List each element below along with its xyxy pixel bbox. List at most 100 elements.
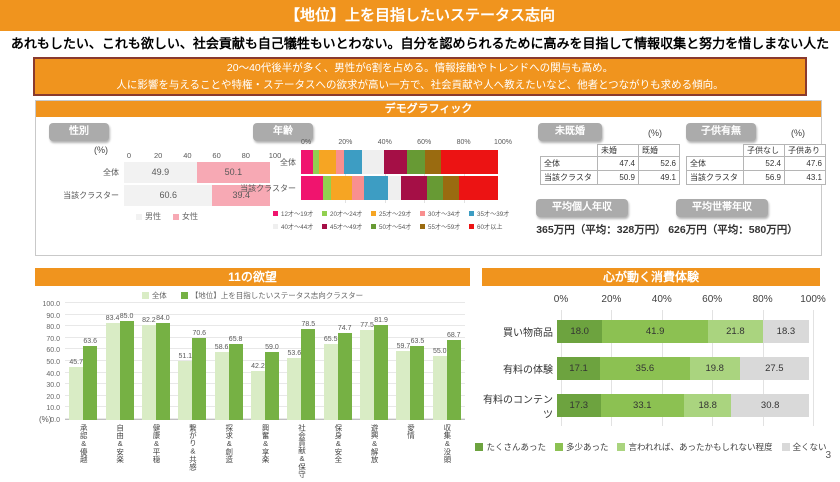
desires-value-label: 53.6	[287, 349, 302, 357]
desires-bar-pair: 82.2 84.0	[141, 304, 170, 420]
age-bar-segment	[336, 150, 345, 174]
desires-category-label: 保身&安全	[333, 424, 343, 463]
desires-bar-slot: 42.2	[250, 304, 265, 420]
personal-income-value: 365万円（平均：328万円）	[536, 224, 666, 236]
desires-legend-label: 【地位】上を目指したいステータス志向クラスター	[190, 291, 364, 300]
desires-gridline	[65, 325, 465, 327]
desires-bar-slot: 59.7	[396, 304, 411, 420]
desires-bar	[119, 321, 134, 420]
age-bar-segment	[301, 176, 323, 200]
gender-row-label: 当該クラスター	[63, 191, 119, 200]
consumption-gridline	[813, 310, 814, 426]
age-bar-segment	[427, 176, 443, 200]
desires-value-label: 81.9	[374, 317, 388, 324]
desires-gridline	[65, 348, 465, 350]
age-bar-row: 全体	[198, 150, 503, 174]
age-bar-segment	[401, 176, 428, 200]
consumption-axis-tick: 100%	[800, 294, 826, 305]
desires-ytick: 70.0	[46, 335, 60, 343]
desires-value-label: 63.6	[83, 338, 97, 346]
desires-bar-slot: 81.9	[374, 304, 389, 420]
desires-value-label: 85.0	[119, 313, 134, 321]
consumption-legend-item: 言われれば、あったかもしれない程度	[617, 441, 773, 453]
desires-value-label: 55.0	[432, 348, 447, 356]
age-legend-label: 20才～24才	[330, 211, 363, 218]
consumption-legend-item: たくさんあった	[475, 441, 546, 453]
age-bar-segment	[312, 150, 319, 174]
desires-plot: 45.7 63.6 承認&優越 83.4 85.0 自由&安楽 82.2 84.0 健康&平穏 5…	[65, 302, 465, 478]
desires-ytick: 40.0	[46, 370, 60, 378]
age-legend-item: 20才～24才	[322, 209, 371, 218]
age-bar-segment	[364, 176, 388, 200]
age-legend-label: 25才～29才	[379, 211, 412, 218]
consumption-bar-row: 有料の体験 17.1 35.6 19.8 27.5	[482, 357, 813, 380]
desires-value-label: 63.5	[410, 338, 425, 346]
gender-legend-label: 女性	[182, 212, 198, 221]
consumption-legend-label: たくさんあった	[486, 442, 546, 452]
desires-value-label: 58.6	[214, 344, 229, 352]
desires-bar	[105, 323, 120, 420]
age-legend-item: 40才～44才	[273, 222, 322, 231]
desires-bar-group: 83.4 85.0 自由&安楽	[101, 304, 137, 482]
desires-bar-slot: 82.2	[141, 304, 156, 420]
personal-income-badge: 平均個人年収	[536, 199, 628, 217]
age-legend-label: 45才～49才	[330, 224, 363, 231]
gender-axis: 0 20 40 60 80 100	[127, 151, 281, 161]
gender-bar-segment: 50.1	[196, 162, 270, 183]
desires-category-label: 社会貢献&保守	[297, 424, 307, 478]
desires-legend-marker	[180, 292, 188, 299]
desires-legend-marker	[141, 292, 149, 299]
desires-bar	[155, 322, 170, 420]
desires-bar	[287, 357, 302, 420]
desires-value-label: 77.5	[360, 322, 374, 330]
consumption-panel: 心が動く消費体験 0% 20% 40% 60% 80% 100% 買い物商品 18.0 41.…	[475, 268, 827, 472]
desires-bar-group: 58.6 65.8 探求&創造	[210, 304, 246, 482]
desires-bar-slot: 78.5	[301, 304, 316, 420]
desires-category-label: 遊興&解放	[370, 424, 380, 463]
desires-value-label: 45.7	[69, 359, 83, 366]
desires-bar	[337, 333, 352, 420]
consumption-bar-segment: 30.8	[731, 394, 809, 417]
desires-bar-slot: 77.5	[360, 304, 375, 420]
desires-bar-slot: 53.6	[287, 304, 302, 420]
desires-bar	[360, 330, 375, 420]
children-table-value: 52.4	[743, 156, 785, 171]
desires-bar	[178, 360, 193, 420]
gender-bar-row: 当該クラスター 60.6 39.4	[41, 185, 275, 206]
consumption-axis-tick: 60%	[702, 294, 723, 305]
age-bar-segment	[440, 150, 498, 174]
desires-value-label: 70.6	[192, 330, 207, 338]
desires-legend: 全体 【地位】上を目指したいステータス志向クラスター	[35, 290, 470, 301]
desires-bars: 45.7 63.6 承認&優越 83.4 85.0 自由&安楽 82.2 84.0 健康&平穏 5…	[65, 304, 465, 482]
consumption-bar-segment: 33.1	[600, 394, 684, 417]
consumption-bar-segment: 27.5	[739, 357, 809, 380]
desires-bar	[228, 343, 243, 420]
consumption-bar-segment: 17.3	[557, 394, 601, 417]
desires-ytick: 50.0	[46, 359, 60, 366]
desires-legend-item: 全体	[141, 290, 167, 301]
desires-bar-pair: 45.7 63.6	[69, 304, 98, 420]
desires-bar-group: 65.5 74.7 保身&安全	[320, 304, 356, 482]
desires-gridline	[65, 302, 465, 303]
children-table-row: 当該クラスター56.943.1	[686, 170, 829, 185]
gender-legend-item: 女性	[173, 211, 198, 222]
gender-badge: 性別	[49, 123, 109, 141]
age-axis-tick: 20%	[338, 139, 353, 146]
age-legend-marker	[469, 224, 474, 229]
desires-ytick: 100.0	[42, 301, 60, 308]
age-legend-label: 40才～44才	[281, 224, 314, 231]
gender-legend: 男性 女性	[94, 211, 240, 222]
desires-bar-pair: 51.1 70.6	[178, 304, 207, 420]
age-row-label: 当該クラスター	[240, 183, 296, 193]
desires-bar-slot: 68.7	[446, 304, 461, 420]
gender-bar: 60.6 39.4	[124, 185, 270, 206]
desires-bar	[446, 340, 461, 420]
desires-ytick: 60.0	[46, 347, 60, 355]
desires-bar	[264, 351, 279, 420]
desires-bar-slot: 70.6	[192, 304, 207, 420]
desires-category-label: 自由&安楽	[115, 424, 125, 463]
age-legend-label: 12才～19才	[281, 211, 314, 218]
gender-bar-segment: 60.6	[124, 185, 213, 206]
consumption-row-label: 有料のコンテンツ	[483, 394, 553, 421]
desires-ytick: 90.0	[46, 312, 60, 320]
